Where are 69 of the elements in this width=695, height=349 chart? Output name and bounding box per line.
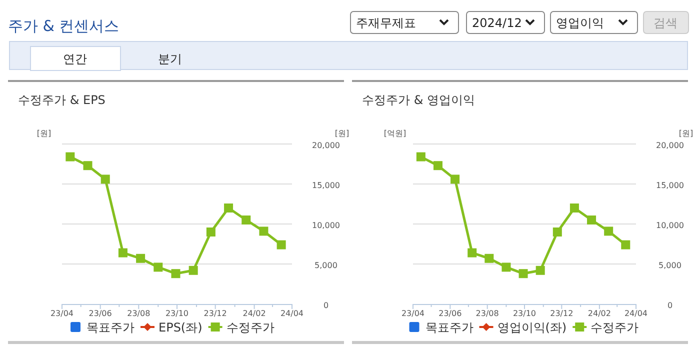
y2-tick-label: 0 xyxy=(667,301,673,310)
point xyxy=(433,161,442,170)
x-tick-label: 24/02 xyxy=(588,309,611,318)
y-axis-title: [억원] xyxy=(384,129,406,138)
point xyxy=(224,204,234,212)
chart-title: 수정주가 & EPS xyxy=(18,93,106,107)
point xyxy=(587,216,596,224)
text: 검색 xyxy=(654,16,678,30)
text: 연간 xyxy=(63,52,87,66)
point xyxy=(468,248,477,258)
x-tick-label: 23/10 xyxy=(165,309,189,318)
x-tick-label: 23/12 xyxy=(204,309,227,318)
point xyxy=(450,174,460,184)
legend-label: 수정주가 xyxy=(590,320,639,334)
point xyxy=(136,254,146,263)
text: 분기 xyxy=(158,52,182,66)
point xyxy=(118,248,128,258)
point xyxy=(206,228,216,236)
y2-tick-label: 15,000 xyxy=(656,181,684,190)
text: 영업이익 xyxy=(556,16,604,30)
y2-tick-label: 20,000 xyxy=(312,141,340,150)
x-tick-label: 24/04 xyxy=(624,309,648,318)
point xyxy=(416,152,426,162)
point xyxy=(621,240,630,250)
legend-label: EPS(좌) xyxy=(158,320,202,334)
point xyxy=(604,226,614,236)
text: 주가 & 컨센서스 xyxy=(8,17,120,35)
x-tick-label: 23/08 xyxy=(127,309,150,318)
point xyxy=(259,226,268,236)
point xyxy=(484,254,494,263)
point xyxy=(536,266,545,275)
y2-tick-label: 5,000 xyxy=(658,261,682,270)
y2-tick-label: 20,000 xyxy=(656,141,684,150)
y2-tick-label: 10,000 xyxy=(312,221,340,230)
point xyxy=(171,269,180,278)
point xyxy=(502,262,511,272)
text: 주재무제표 xyxy=(356,16,416,30)
x-tick-label: 23/06 xyxy=(88,309,112,318)
y2-tick-label: 5,000 xyxy=(314,261,338,270)
point xyxy=(154,262,163,272)
point xyxy=(242,216,251,224)
y2-tick-label: 0 xyxy=(323,301,329,310)
y2-axis-title: [원] xyxy=(678,129,694,138)
point xyxy=(66,152,75,162)
x-tick-label: 23/04 xyxy=(401,309,425,318)
text: 2024/12 xyxy=(472,16,522,30)
point xyxy=(188,266,198,275)
x-tick-label: 24/04 xyxy=(280,309,304,318)
y-axis-title: [원] xyxy=(36,129,52,138)
legend-label: 수정주가 xyxy=(226,320,274,334)
x-tick-label: 24/02 xyxy=(242,309,266,318)
point xyxy=(570,204,579,212)
y2-axis-title: [원] xyxy=(334,129,350,138)
point xyxy=(552,228,562,236)
point xyxy=(83,161,92,170)
y2-tick-label: 10,000 xyxy=(656,221,684,230)
x-tick-label: 23/10 xyxy=(512,309,536,318)
legend-label: 영업이익(좌) xyxy=(497,320,567,334)
legend-label: 목표주가 xyxy=(86,320,134,334)
chart-title: 수정주가 & 영업이익 xyxy=(362,93,475,107)
x-tick-label: 23/08 xyxy=(476,309,499,318)
x-tick-label: 23/06 xyxy=(438,309,462,318)
x-tick-label: 23/12 xyxy=(550,309,574,318)
legend-label: 목표주가 xyxy=(425,320,474,334)
point xyxy=(518,269,528,278)
y2-tick-label: 15,000 xyxy=(312,181,340,190)
point xyxy=(100,174,110,184)
point xyxy=(276,240,286,250)
x-tick-label: 23/04 xyxy=(50,309,74,318)
